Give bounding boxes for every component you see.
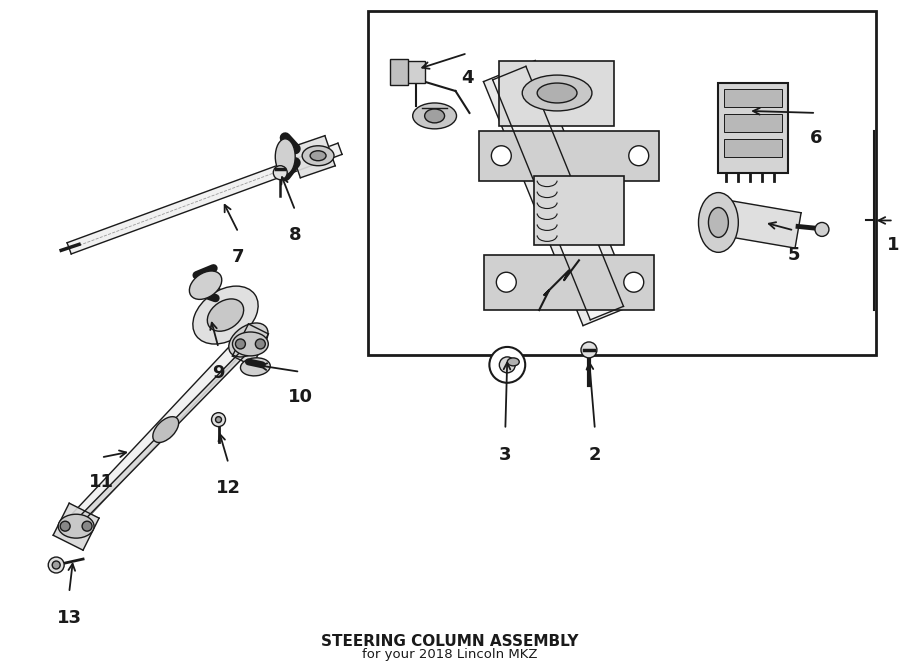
Ellipse shape	[58, 514, 94, 538]
Text: STEERING COLUMN ASSEMBLY: STEERING COLUMN ASSEMBLY	[320, 634, 579, 649]
Bar	[368, 11, 876, 355]
Text: 13: 13	[57, 609, 82, 627]
Polygon shape	[75, 346, 250, 525]
Ellipse shape	[508, 358, 519, 366]
Polygon shape	[68, 143, 342, 254]
Ellipse shape	[708, 207, 728, 238]
Polygon shape	[232, 324, 268, 366]
Circle shape	[60, 521, 70, 531]
Bar	[480, 131, 659, 181]
Circle shape	[629, 146, 649, 166]
Circle shape	[500, 357, 516, 373]
Text: 3: 3	[500, 446, 511, 463]
Text: 12: 12	[216, 479, 241, 497]
Ellipse shape	[275, 139, 295, 175]
Polygon shape	[200, 276, 254, 349]
Bar	[724, 139, 782, 157]
Ellipse shape	[302, 146, 334, 166]
Bar	[484, 256, 653, 310]
Text: 8: 8	[289, 226, 302, 244]
Circle shape	[815, 222, 829, 236]
Circle shape	[490, 347, 526, 383]
Ellipse shape	[189, 271, 221, 299]
Ellipse shape	[240, 358, 270, 376]
Circle shape	[491, 146, 511, 166]
Text: 4: 4	[461, 69, 473, 87]
Text: 2: 2	[589, 446, 601, 463]
Text: 5: 5	[788, 246, 800, 264]
Ellipse shape	[153, 416, 179, 442]
Text: 11: 11	[88, 473, 113, 491]
Circle shape	[82, 521, 92, 531]
Bar	[724, 114, 782, 132]
Polygon shape	[492, 66, 624, 320]
Polygon shape	[725, 201, 801, 248]
Polygon shape	[483, 60, 634, 326]
Bar	[500, 61, 614, 126]
Text: 9: 9	[212, 364, 225, 382]
Polygon shape	[64, 340, 246, 532]
Text: 10: 10	[288, 388, 312, 406]
Ellipse shape	[232, 332, 268, 356]
Circle shape	[236, 339, 246, 349]
Text: 1: 1	[887, 236, 900, 254]
Polygon shape	[53, 503, 99, 550]
Ellipse shape	[537, 83, 577, 103]
Circle shape	[581, 342, 597, 358]
Circle shape	[496, 272, 517, 292]
Bar	[535, 175, 624, 246]
Ellipse shape	[310, 151, 326, 161]
Circle shape	[212, 412, 226, 426]
Ellipse shape	[698, 193, 738, 252]
Circle shape	[624, 272, 644, 292]
Polygon shape	[290, 136, 335, 178]
Bar	[397, 61, 425, 83]
Ellipse shape	[425, 109, 445, 123]
Ellipse shape	[193, 286, 258, 344]
Ellipse shape	[413, 103, 456, 129]
Text: 6: 6	[810, 129, 823, 147]
Circle shape	[256, 339, 266, 349]
Ellipse shape	[229, 323, 268, 357]
Ellipse shape	[522, 75, 592, 111]
Ellipse shape	[207, 299, 244, 331]
Text: 7: 7	[232, 248, 245, 266]
Bar	[718, 83, 788, 173]
Circle shape	[52, 561, 60, 569]
Circle shape	[274, 166, 287, 179]
Circle shape	[215, 416, 221, 422]
Bar	[724, 89, 782, 107]
Circle shape	[49, 557, 64, 573]
Text: for your 2018 Lincoln MKZ: for your 2018 Lincoln MKZ	[362, 647, 537, 661]
Bar	[390, 59, 408, 85]
